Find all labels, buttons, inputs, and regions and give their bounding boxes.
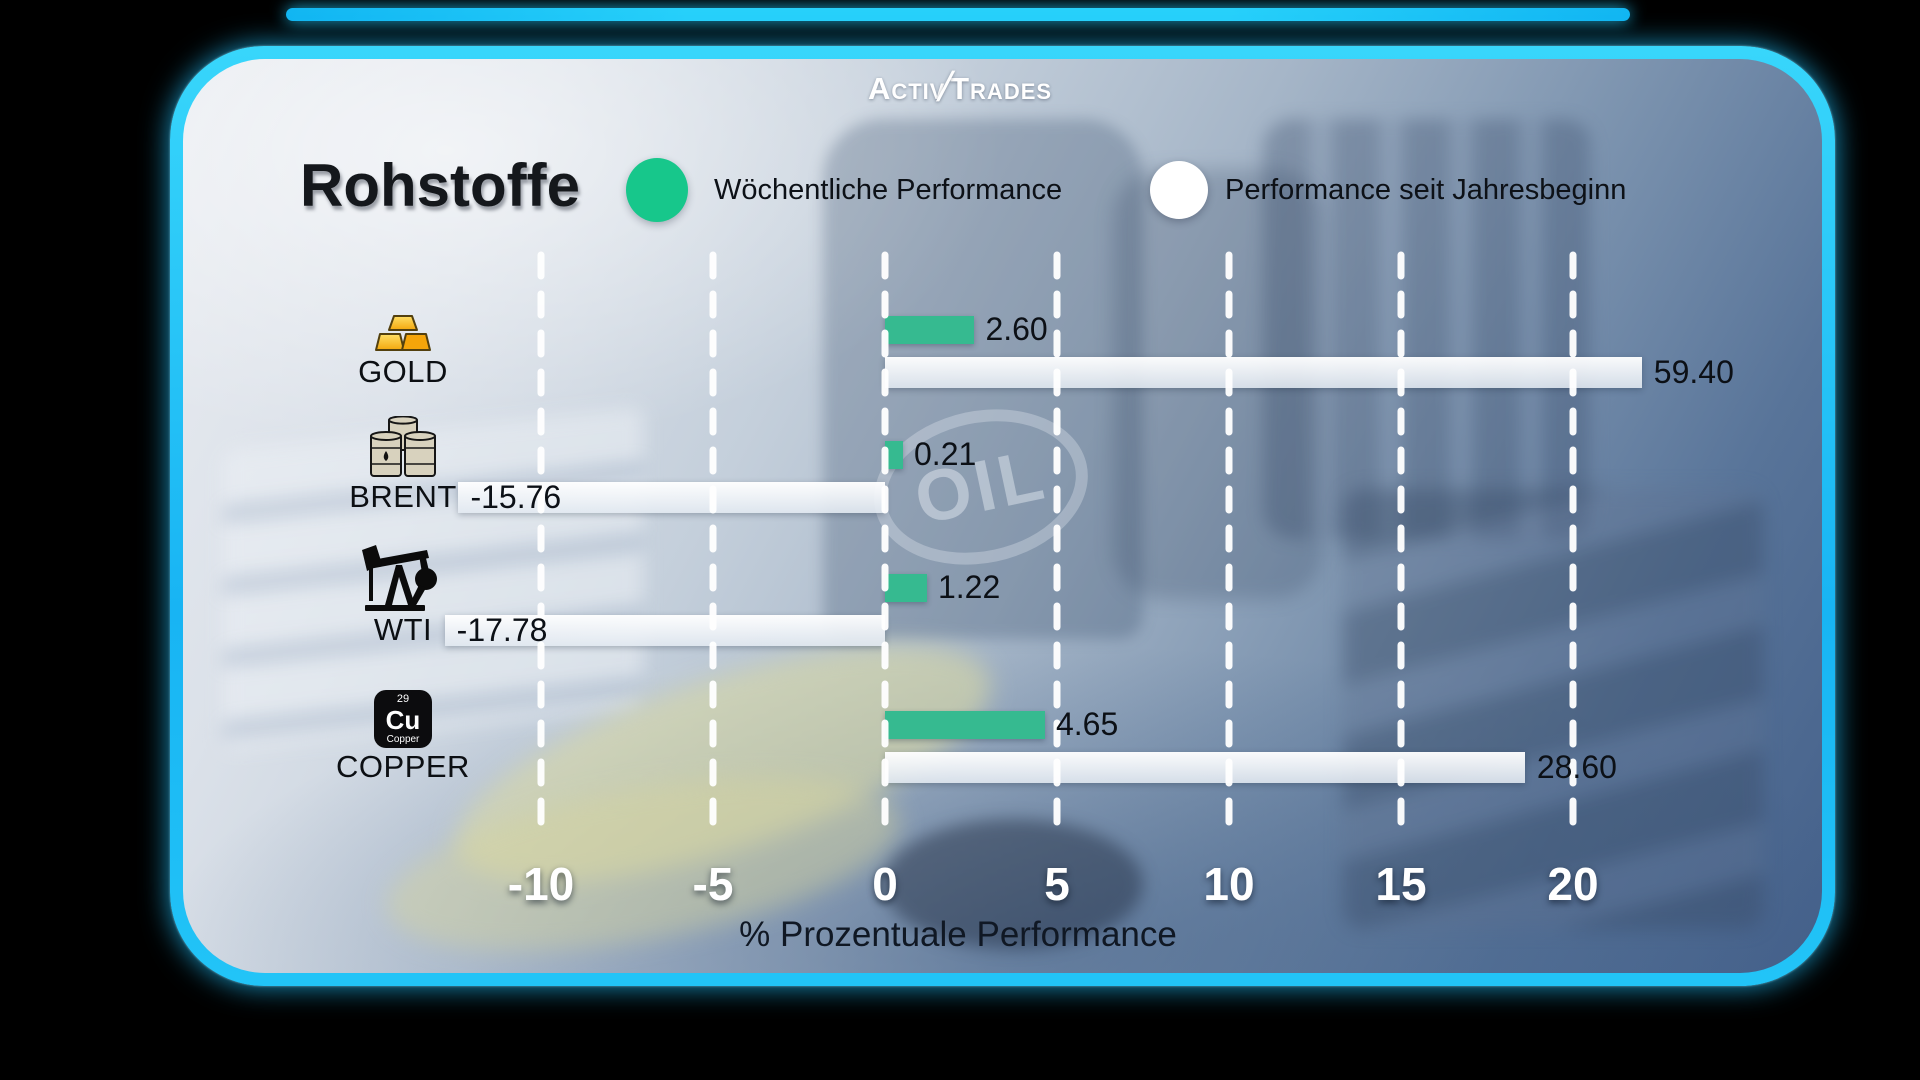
weekly-value-gold: 2.60 [985,311,1048,347]
copper-symbol: Cu [385,704,421,735]
ytd-bar-copper [885,752,1525,783]
category-label-brent: BRENT [349,479,457,514]
logo-text-right: Trades [950,71,1053,106]
x-tick--10: -10 [507,858,575,910]
category-label-wti: WTI [373,612,433,647]
x-tick-15: 15 [1375,858,1427,910]
x-tick-20: 20 [1547,858,1599,910]
legend-ytd-label: Performance seit Jahresbeginn [1225,174,1627,206]
copper-name: Copper [386,733,420,745]
ytd-value-brent: -15.76 [470,479,562,515]
logo-text-left: Activ [867,71,946,106]
legend-weekly-label: Wöchentliche Performance [714,174,1063,206]
x-tick-5: 5 [1044,858,1070,910]
ytd-bar-brent [458,482,885,513]
weekly-value-brent: 0.21 [914,436,977,472]
copper-atomic-number: 29 [396,692,410,705]
weekly-bar-wti [885,574,927,602]
category-label-copper: COPPER [336,749,470,784]
x-tick--5: -5 [692,858,734,910]
weekly-value-copper: 4.65 [1055,706,1119,742]
weekly-bar-gold [885,316,975,344]
chart-panel: OIL Activ/Trades Rohstoffe Wöchentliche … [183,59,1822,973]
ytd-value-gold: 59.40 [1653,354,1734,390]
x-tick-10: 10 [1203,858,1255,910]
activtrades-logo: Activ/Trades [867,63,1053,110]
top-accent-line [286,8,1630,21]
category-label-gold: GOLD [358,354,448,389]
weekly-bar-brent [885,441,903,469]
x-tick-0: 0 [872,858,898,910]
ytd-value-copper: 28.60 [1536,749,1617,785]
weekly-bar-copper [885,711,1045,739]
oil-barrel-label: OIL [859,390,1103,584]
ytd-value-wti: -17.78 [456,612,548,648]
legend-ytd-dot [1150,161,1208,219]
chart-frame: OIL Activ/Trades Rohstoffe Wöchentliche … [170,46,1835,986]
weekly-value-wti: 1.22 [937,569,1001,605]
legend-weekly-dot [626,158,688,222]
oil-pumpjack-icon [361,537,445,611]
ytd-bar-wti [444,615,885,646]
gold-bars-icon [375,313,431,353]
copper-element-icon: 29 Cu Copper [374,690,432,748]
oil-barrels-icon [367,416,439,478]
page-title: Rohstoffe [300,152,580,219]
x-axis-title: % Prozentuale Performance [739,915,1177,954]
ytd-bar-gold [885,357,1642,388]
